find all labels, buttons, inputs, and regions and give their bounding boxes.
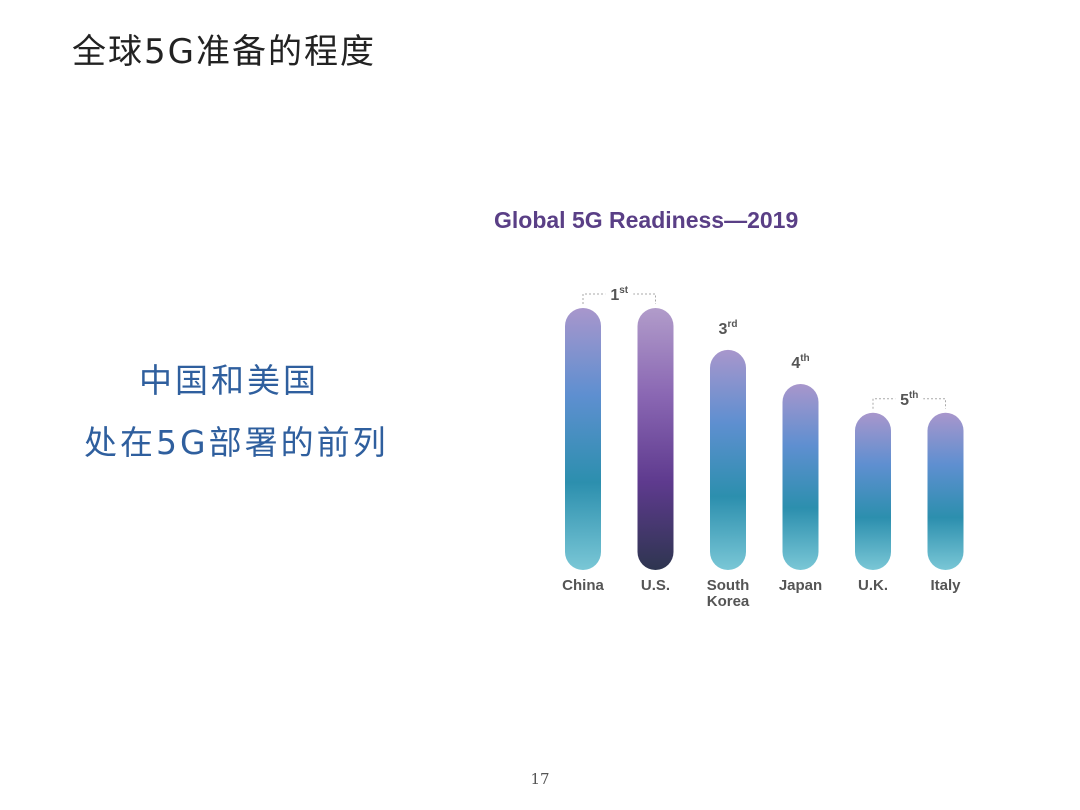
rank-bracket xyxy=(582,293,656,304)
rank-annotation-3rd: 3rd xyxy=(719,319,738,338)
x-tick-label-south-korea: South Korea xyxy=(707,577,750,610)
bar-japan xyxy=(782,383,819,570)
callout-line-2: 处在5G部署的前列 xyxy=(84,423,389,462)
readiness-bar-chart: 1st 3rd 4th 5th China U.S. South Korea Japan U.K… xyxy=(562,284,964,610)
bar-china xyxy=(565,308,601,570)
callout-text: 中国和美国 处在5G部署的前列 xyxy=(84,350,394,474)
rank-label: 5th xyxy=(900,390,918,409)
chart-title: Global 5G Readiness—2019 xyxy=(494,207,799,233)
rank-label: 4th xyxy=(791,353,809,372)
slide-title: 全球5G准备的程度 xyxy=(72,32,376,72)
x-tick-label-u-s: U.S. xyxy=(641,577,670,594)
callout-line-1: 中国和美国 xyxy=(139,361,319,400)
rank-label: 3rd xyxy=(719,319,738,338)
x-tick-label-japan: Japan xyxy=(779,577,822,594)
bar-u-s xyxy=(637,308,674,570)
x-tick-label-u-k: U.K. xyxy=(858,577,888,594)
bar-italy xyxy=(927,412,964,570)
bar-south-korea xyxy=(710,349,746,570)
x-tick-label-italy: Italy xyxy=(930,577,961,594)
page-number: 17 xyxy=(530,770,550,788)
x-tick-label-china: China xyxy=(562,577,604,594)
rank-bracket xyxy=(872,398,946,409)
rank-annotation-1st: 1st xyxy=(582,284,656,304)
rank-label: 1st xyxy=(610,285,628,304)
rank-annotation-4th: 4th xyxy=(791,353,809,372)
bar-u-k xyxy=(855,412,891,570)
rank-annotation-5th: 5th xyxy=(872,388,946,409)
